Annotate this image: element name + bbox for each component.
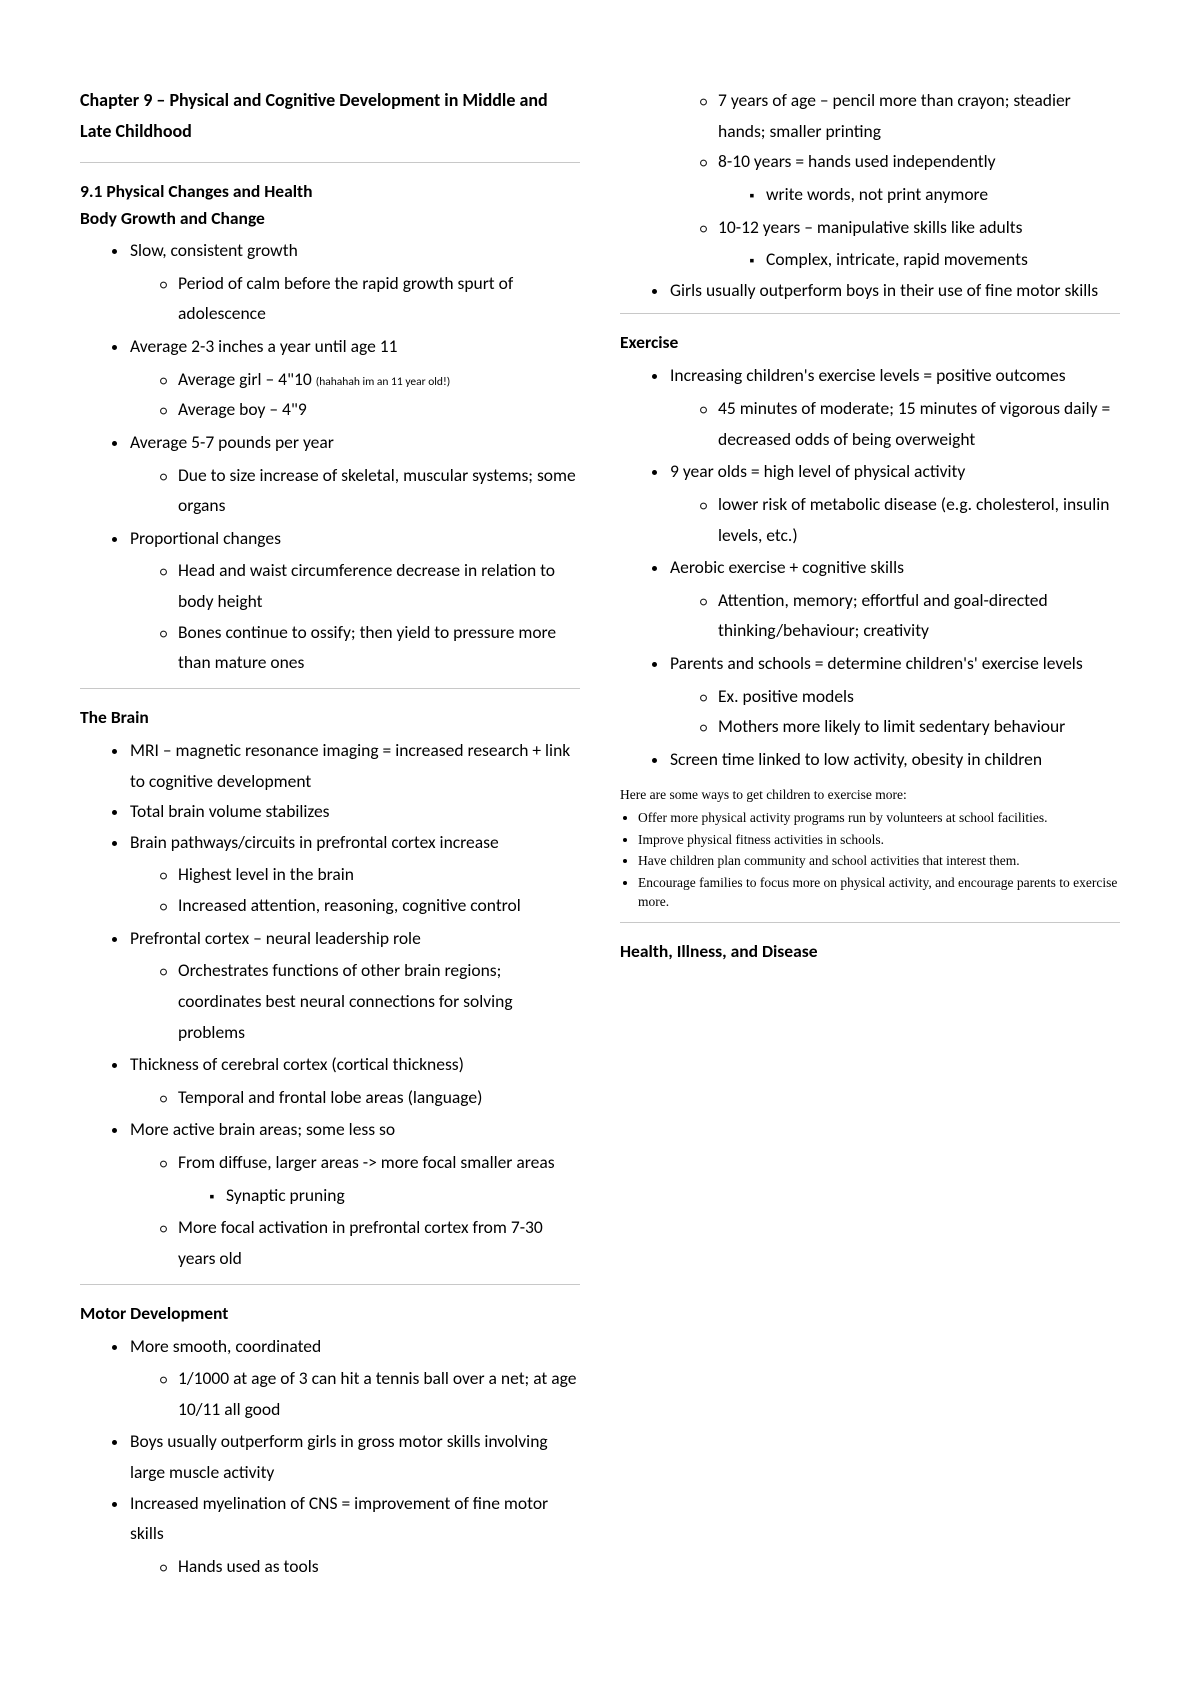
list-item: Boys usually outperform girls in gross m…	[128, 1426, 580, 1487]
list-item: Period of calm before the rapid growth s…	[176, 268, 580, 329]
list-item: 8-10 years = hands used independently wr…	[716, 146, 1120, 209]
list-item: Head and waist circumference decrease in…	[176, 555, 580, 616]
divider	[80, 162, 580, 163]
list-item: Complex, intricate, rapid movements	[764, 244, 1120, 275]
list-item: Highest level in the brain	[176, 859, 580, 890]
list-item: More smooth, coordinated 1/1000 at age o…	[128, 1331, 580, 1425]
divider	[80, 1284, 580, 1285]
section-health-illness-disease: Health, Illness, and Disease	[620, 937, 1120, 965]
list-item: 45 minutes of moderate; 15 minutes of vi…	[716, 393, 1120, 454]
section-physical-changes: 9.1 Physical Changes and Health Body Gro…	[80, 177, 580, 678]
two-column-layout: Chapter 9 – Physical and Cognitive Devel…	[80, 85, 1120, 1625]
bullet-list: Increasing children's exercise levels = …	[620, 360, 1120, 774]
section-the-brain: The Brain MRI – magnetic resonance imagi…	[80, 703, 580, 1274]
list-item: Attention, memory; effortful and goal-di…	[716, 585, 1120, 646]
divider	[620, 922, 1120, 923]
divider	[80, 688, 580, 689]
list-item: MRI – magnetic resonance imaging = incre…	[128, 735, 580, 796]
tip-list: Offer more physical activity programs ru…	[620, 808, 1120, 912]
section-heading: Health, Illness, and Disease	[620, 937, 1120, 965]
list-item: Bones continue to ossify; then yield to …	[176, 617, 580, 678]
bullet-list: Slow, consistent growth Period of calm b…	[80, 235, 580, 678]
list-item: Girls usually outperform boys in their u…	[668, 275, 1120, 306]
tip-intro: Here are some ways to get children to ex…	[620, 785, 1120, 805]
list-item: Temporal and frontal lobe areas (languag…	[176, 1082, 580, 1113]
list-item: Improve physical fitness activities in s…	[638, 830, 1120, 850]
list-item: Thickness of cerebral cortex (cortical t…	[128, 1049, 580, 1112]
subsection-heading: Body Growth and Change	[80, 207, 580, 229]
section-heading: Motor Development	[80, 1299, 580, 1327]
tip-box: Here are some ways to get children to ex…	[620, 785, 1120, 912]
list-item: lower risk of metabolic disease (e.g. ch…	[716, 489, 1120, 550]
list-item: Increasing children's exercise levels = …	[668, 360, 1120, 454]
list-item: Offer more physical activity programs ru…	[638, 808, 1120, 828]
list-item: 9 year olds = high level of physical act…	[668, 456, 1120, 550]
list-item: Average 2-3 inches a year until age 11 A…	[128, 331, 580, 425]
list-item: Screen time linked to low activity, obes…	[668, 744, 1120, 775]
list-item: 7 years of age – pencil more than crayon…	[716, 85, 1120, 146]
list-item: Have children plan community and school …	[638, 851, 1120, 871]
bullet-list: MRI – magnetic resonance imaging = incre…	[80, 735, 580, 1274]
list-item: Ex. positive models	[716, 681, 1120, 712]
document-page: Chapter 9 – Physical and Cognitive Devel…	[0, 0, 1200, 1697]
list-item: Prefrontal cortex – neural leadership ro…	[128, 923, 580, 1048]
list-item: Aerobic exercise + cognitive skills Atte…	[668, 552, 1120, 646]
list-item: Average boy – 4"9	[176, 394, 580, 425]
list-item: Brain pathways/circuits in prefrontal co…	[128, 827, 580, 921]
list-item: Increased attention, reasoning, cognitiv…	[176, 890, 580, 921]
list-item: Average 5-7 pounds per year Due to size …	[128, 427, 580, 521]
list-item: Average girl – 4"10 (hahahah im an 11 ye…	[176, 364, 580, 395]
section-heading: The Brain	[80, 703, 580, 731]
chapter-title: Chapter 9 – Physical and Cognitive Devel…	[80, 85, 580, 146]
list-item: More focal activation in prefrontal cort…	[176, 1212, 580, 1273]
list-item: Hands used as tools	[176, 1551, 580, 1582]
list-item: Total brain volume stabilizes	[128, 796, 580, 827]
list-item: Orchestrates functions of other brain re…	[176, 955, 580, 1047]
divider	[620, 313, 1120, 314]
section-heading: Exercise	[620, 328, 1120, 356]
list-item: Encourage families to focus more on phys…	[638, 873, 1120, 912]
list-item: Mothers more likely to limit sedentary b…	[716, 711, 1120, 742]
list-item: 10-12 years – manipulative skills like a…	[716, 212, 1120, 275]
section-heading: 9.1 Physical Changes and Health	[80, 177, 580, 205]
list-item: Synaptic pruning	[224, 1180, 580, 1211]
list-item: Parents and schools = determine children…	[668, 648, 1120, 742]
list-item: Proportional changes Head and waist circ…	[128, 523, 580, 678]
list-item: More active brain areas; some less so Fr…	[128, 1114, 580, 1273]
inline-note: (hahahah im an 11 year old!)	[316, 375, 451, 389]
section-exercise: Exercise Increasing children's exercise …	[620, 328, 1120, 912]
list-item: 1/1000 at age of 3 can hit a tennis ball…	[176, 1363, 580, 1424]
list-item: write words, not print anymore	[764, 179, 1120, 210]
list-item: Slow, consistent growth Period of calm b…	[128, 235, 580, 329]
list-item: Due to size increase of skeletal, muscul…	[176, 460, 580, 521]
list-item: From diffuse, larger areas -> more focal…	[176, 1147, 580, 1210]
